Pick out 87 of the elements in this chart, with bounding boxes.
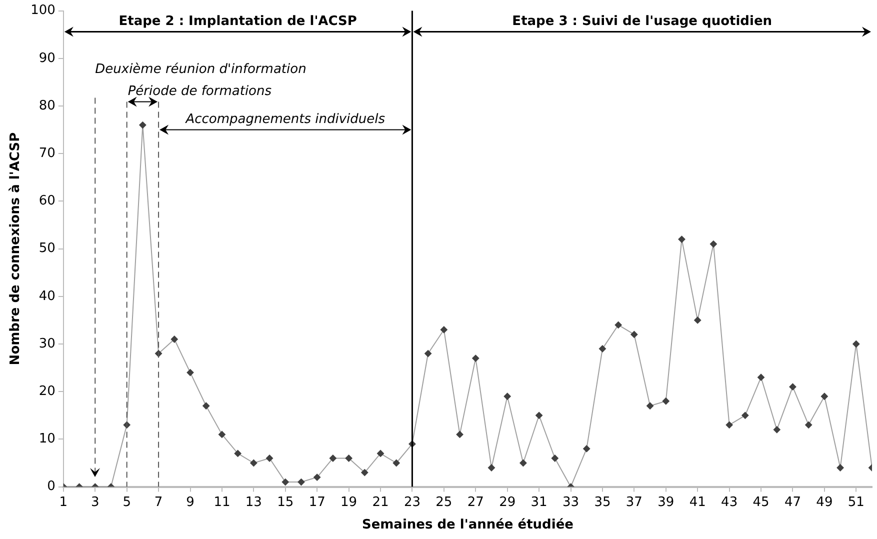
point [710, 240, 717, 248]
point [440, 326, 448, 334]
x-tick-label: 35 [594, 494, 611, 510]
x-tick-label: 51 [848, 494, 864, 510]
annotation: Etape 2 : Implantation de l'ACSP [118, 14, 357, 29]
x-tick-label: 37 [626, 494, 642, 510]
point [773, 426, 780, 434]
point [488, 464, 495, 472]
y-tick-label: 0 [47, 479, 56, 494]
x-tick-label: 13 [245, 494, 262, 510]
point [392, 460, 400, 466]
point [726, 421, 733, 428]
x-tick-label: 15 [277, 494, 294, 510]
x-tick-label: 33 [562, 494, 580, 510]
y-tick-label: 50 [38, 241, 56, 256]
point [598, 345, 606, 352]
y-tick-label: 60 [38, 194, 56, 209]
x-tick-label: 43 [721, 494, 738, 510]
x-tick-label: 19 [340, 494, 358, 510]
y-tick-label: 100 [30, 3, 56, 18]
point [170, 336, 178, 343]
ref-line-label: Deuxième réunion d'information [95, 62, 306, 77]
x-tick-label: 1 [59, 494, 68, 510]
x-tick-label: 21 [372, 494, 389, 510]
y-tick-label: 20 [38, 384, 56, 399]
point [266, 454, 274, 462]
x-tick-label: 41 [689, 494, 706, 510]
point [329, 454, 336, 462]
x-tick-label: 7 [154, 494, 163, 510]
point [646, 402, 654, 410]
x-tick-label: 23 [404, 494, 420, 510]
x-tick-label: 5 [122, 494, 131, 510]
point [298, 478, 305, 486]
annotation: Etape 3 : Suivi de l'usage quotidien [512, 14, 772, 29]
x-tick-label: 47 [784, 494, 801, 510]
x-tick-label: 3 [90, 494, 100, 510]
annotation: Accompagnements individuels [184, 112, 386, 127]
point [520, 460, 527, 466]
x-tick-label: 11 [214, 494, 230, 510]
y-tick-label: 40 [38, 288, 56, 304]
point [805, 421, 812, 428]
x-tick-label: 49 [816, 494, 833, 510]
point [218, 430, 226, 438]
point [456, 430, 464, 438]
point [345, 454, 352, 462]
annotation: Période de formations [128, 84, 272, 99]
point [551, 454, 558, 462]
point [630, 330, 638, 338]
x-tick-label: 31 [530, 494, 548, 510]
point [377, 450, 384, 457]
point [583, 445, 590, 452]
x-tick-label: 9 [186, 494, 194, 510]
point [234, 450, 242, 457]
y-tick-label: 30 [38, 336, 56, 352]
point [536, 412, 543, 419]
x-tick-label: 29 [499, 494, 516, 510]
x-tick-label: 39 [658, 494, 674, 510]
point [758, 374, 765, 381]
x-axis-title: Semaines de l'année étudiée [362, 518, 574, 533]
point [836, 464, 844, 472]
point [614, 321, 622, 328]
x-tick-label: 45 [752, 494, 770, 510]
y-tick-label: 80 [38, 98, 56, 114]
y-axis-title: Nombre de connexions à l'ACSP [8, 132, 24, 366]
point [361, 469, 368, 476]
point [852, 340, 860, 348]
point [202, 402, 210, 410]
x-tick-label: 27 [467, 494, 484, 510]
x-tick-label: 17 [308, 494, 326, 510]
point [694, 316, 702, 324]
point [678, 236, 686, 243]
point [504, 392, 511, 400]
x-tick-label: 25 [436, 494, 452, 510]
point [742, 412, 749, 419]
y-tick-label: 70 [38, 146, 56, 161]
point [472, 354, 480, 362]
point [314, 474, 321, 481]
y-tick-label: 10 [38, 432, 56, 447]
point [186, 369, 194, 376]
point [424, 350, 432, 358]
point [662, 398, 670, 405]
point [250, 460, 258, 466]
point [820, 392, 828, 400]
point [789, 383, 796, 390]
y-tick-label: 90 [38, 50, 56, 66]
point [139, 122, 146, 129]
point [282, 478, 289, 486]
